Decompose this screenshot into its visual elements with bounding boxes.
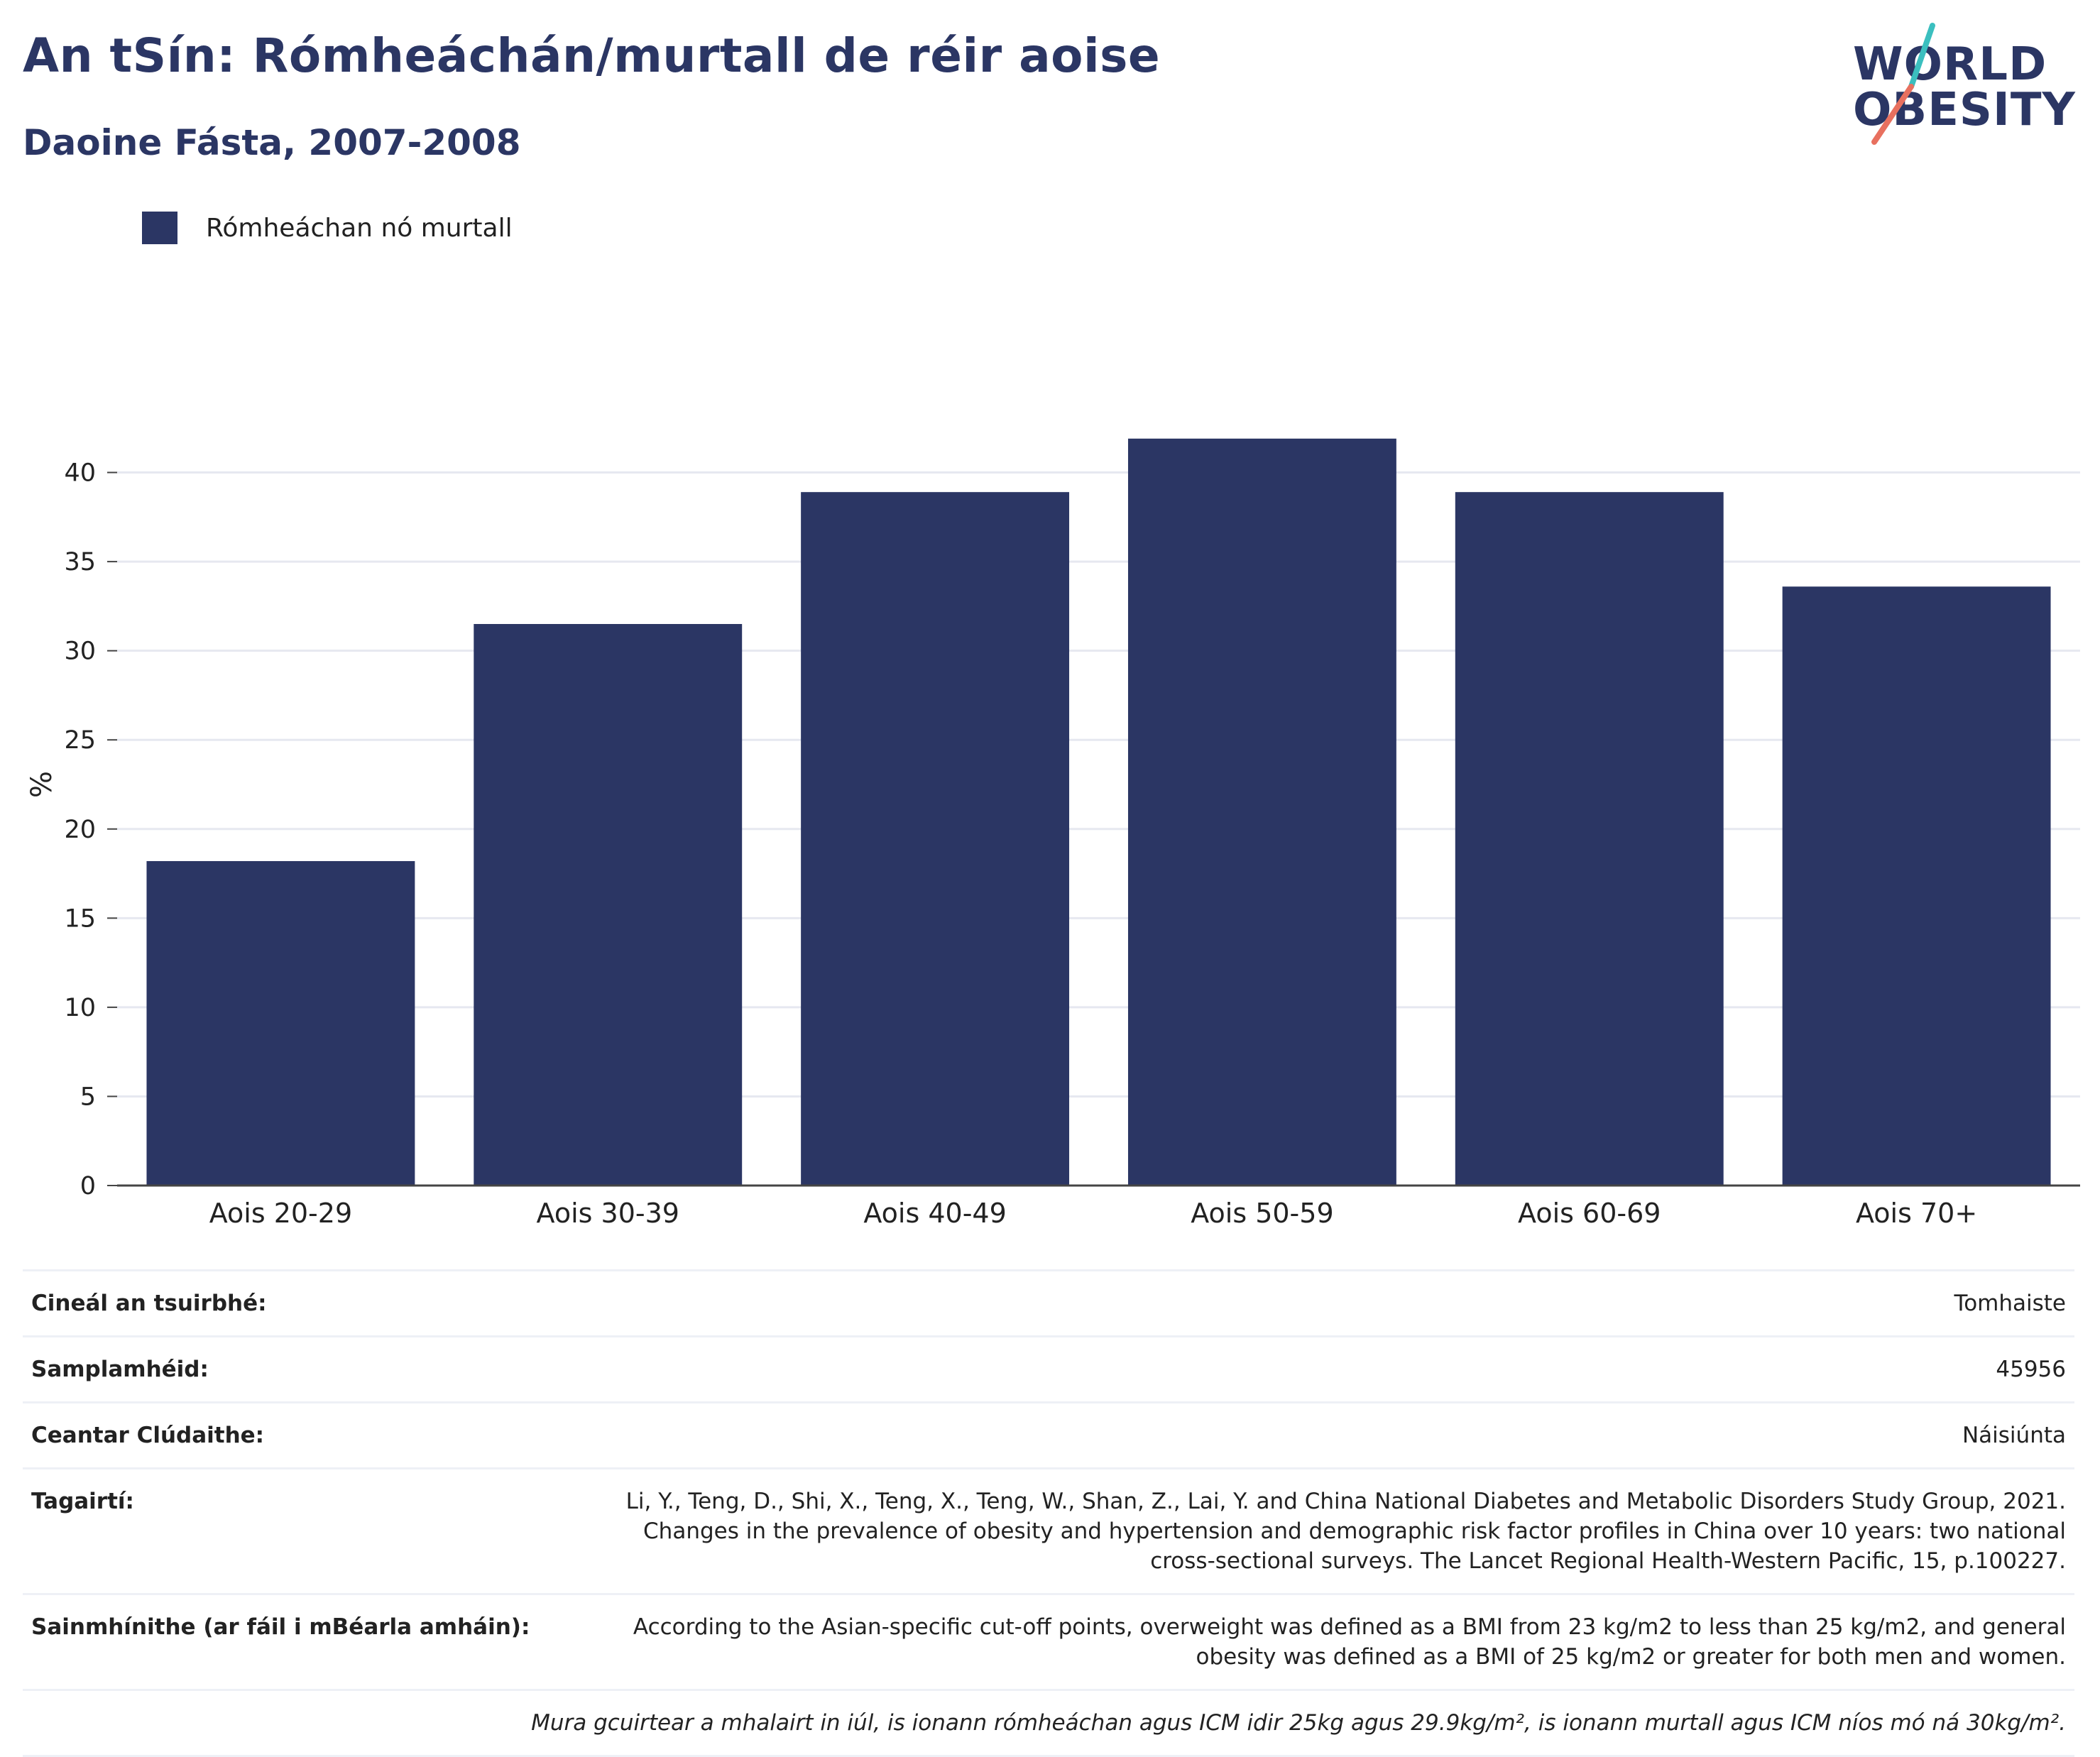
legend-label: Rómheáchan nó murtall (206, 213, 513, 243)
x-tick-label: Aois 70+ (1856, 1198, 1977, 1229)
world-obesity-logo: WORLD OBESITY (1853, 21, 2087, 149)
y-tick-label: 15 (64, 904, 96, 933)
y-tick-label: 25 (64, 726, 96, 755)
metadata-value: Li, Y., Teng, D., Shi, X., Teng, X., Ten… (579, 1467, 2074, 1594)
metadata-key: Cineál an tsuirbhé: (23, 1269, 579, 1337)
metadata-key: Samplamhéid: (23, 1335, 579, 1403)
survey-metadata-table: Cineál an tsuirbhé: Tomhaiste Samplamhéid:… (23, 1269, 2074, 1757)
metadata-key: Sainmhínithe (ar fáil i mBéarla amháin): (23, 1593, 579, 1690)
x-tick-label: Aois 50-59 (1191, 1198, 1333, 1229)
chart-title: An tSín: Rómheáchán/murtall de réir aois… (23, 28, 1161, 83)
logo-text-line1: WORLD (1853, 38, 2047, 91)
y-tick-label: 10 (64, 994, 96, 1022)
metadata-key: Tagairtí: (23, 1467, 579, 1594)
metadata-value: According to the Asian-specific cut-off … (579, 1593, 2074, 1690)
x-tick-label: Aois 30-39 (537, 1198, 679, 1229)
metadata-row: Ceantar Clúdaithe: Náisiúnta (23, 1401, 2074, 1469)
bar-chart: 0 5 10 15 20 25 30 35 40 Aois 20-29 Aois 30-39 Aois… (26, 438, 2080, 1229)
metadata-value: Tomhaiste (579, 1269, 2074, 1337)
bar (1455, 492, 1724, 1186)
metadata-row: Samplamhéid: 45956 (23, 1335, 2074, 1403)
logo-slash-icon (1871, 23, 1935, 145)
bar (1127, 438, 1396, 1186)
logo-text-line2: OBESITY (1853, 84, 2076, 136)
bar (474, 624, 743, 1186)
x-tick-label: Aois 20-29 (209, 1198, 352, 1229)
x-tick-label: Aois 60-69 (1518, 1198, 1661, 1229)
x-tick-label: Aois 40-49 (863, 1198, 1006, 1229)
bar (1782, 586, 2051, 1186)
definition-note: Mura gcuirtear a mhalairt in iúl, is ion… (23, 1689, 2074, 1757)
metadata-row: Tagairtí: Li, Y., Teng, D., Shi, X., Teng… (23, 1467, 2074, 1594)
bar (146, 860, 415, 1186)
metadata-row: Sainmhínithe (ar fáil i mBéarla amháin):… (23, 1593, 2074, 1690)
metadata-value: 45956 (579, 1335, 2074, 1403)
metadata-row: Cineál an tsuirbhé: Tomhaiste (23, 1269, 2074, 1337)
metadata-value: Náisiúnta (579, 1401, 2074, 1469)
y-tick-label: 40 (64, 459, 96, 488)
metadata-note-row: Mura gcuirtear a mhalairt in iúl, is ion… (23, 1689, 2074, 1757)
y-axis-label: % (26, 771, 58, 798)
chart-subtitle: Daoine Fásta, 2007-2008 (23, 122, 521, 163)
y-tick-label: 5 (80, 1083, 96, 1111)
metadata-key: Ceantar Clúdaithe: (23, 1401, 579, 1469)
y-tick-label: 20 (64, 816, 96, 844)
y-tick-label: 0 (80, 1172, 96, 1200)
legend-swatch (142, 212, 177, 244)
y-tick-label: 35 (64, 548, 96, 576)
bar (801, 492, 1070, 1186)
chart-legend: Rómheáchan nó murtall (142, 212, 513, 244)
y-tick-label: 30 (64, 637, 96, 666)
